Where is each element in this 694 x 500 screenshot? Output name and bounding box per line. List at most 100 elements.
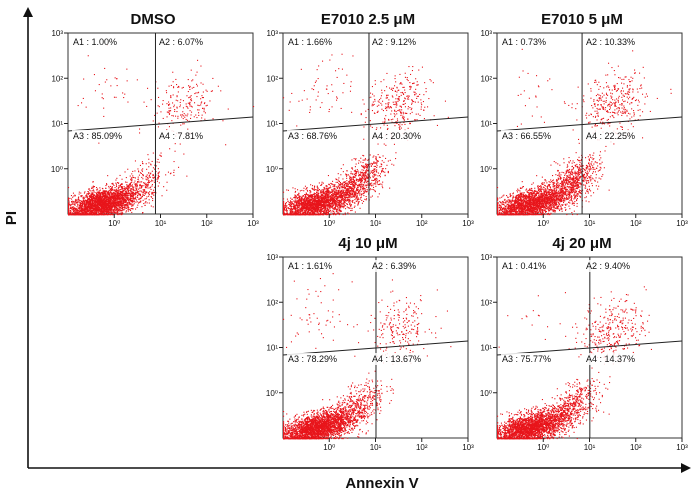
- panel-title: E7010 2.5 μM: [321, 11, 415, 28]
- quadrant-label-bg: [371, 260, 418, 272]
- quadrant-a3-label: A3 : 75.77%: [502, 354, 551, 364]
- panel-4j-10: 4j 10 μM 10⁰ 10⁰ 10¹ 10¹ 10² 10² 10³ 10³ A1 : 1…: [266, 235, 474, 452]
- quadrant-label-bg: [585, 130, 637, 142]
- y-tick-label: 10⁰: [480, 165, 492, 174]
- x-tick-label: 10⁰: [323, 219, 335, 228]
- quadrant-a2-label: A2 : 6.07%: [159, 37, 203, 47]
- y-tick-label: 10³: [51, 29, 63, 38]
- panel-4j-20: 4j 20 μM 10⁰ 10⁰ 10¹ 10¹ 10² 10² 10³ 10³ A1 : 0…: [480, 235, 688, 452]
- quadrant-label-bg: [371, 36, 418, 48]
- quadrant-label-bg: [371, 353, 423, 365]
- quadrant-a3-label: A3 : 66.55%: [502, 131, 551, 141]
- quadrant-a1-label: A1 : 0.41%: [502, 261, 546, 271]
- panel-title: 4j 10 μM: [338, 235, 397, 252]
- event-dots: [68, 44, 255, 216]
- quadrant-a3-label: A3 : 68.76%: [288, 131, 337, 141]
- quadrant-a3-label: A3 : 85.09%: [73, 131, 122, 141]
- panel-title: 4j 20 μM: [552, 235, 611, 252]
- quadrant-a2-label: A2 : 6.39%: [372, 261, 416, 271]
- quadrant-label-bg: [287, 36, 334, 48]
- y-tick-label: 10¹: [480, 120, 492, 129]
- figure-xlabel: Annexin V: [345, 475, 418, 492]
- quadrant-a2-label: A2 : 10.33%: [586, 37, 635, 47]
- quadrant-label-bg: [72, 36, 119, 48]
- y-tick-label: 10⁰: [266, 165, 278, 174]
- quadrant-label-bg: [585, 353, 637, 365]
- panel-title: DMSO: [131, 11, 176, 28]
- x-tick-label: 10²: [630, 219, 642, 228]
- y-tick-label: 10¹: [266, 344, 278, 353]
- quadrant-a4-label: A4 : 20.30%: [372, 131, 421, 141]
- x-tick-label: 10¹: [155, 219, 167, 228]
- quadrant-label-bg: [501, 36, 548, 48]
- x-tick-label: 10¹: [370, 219, 382, 228]
- quadrant-label-bg: [371, 130, 423, 142]
- quadrant-a4-label: A4 : 7.81%: [159, 131, 203, 141]
- y-tick-label: 10⁰: [51, 165, 63, 174]
- y-tick-label: 10³: [266, 29, 278, 38]
- gate-horizontal: [67, 116, 254, 132]
- quadrant-a4-label: A4 : 13.67%: [372, 354, 421, 364]
- y-tick-label: 10³: [480, 253, 492, 262]
- quadrant-a2-label: A2 : 9.12%: [372, 37, 416, 47]
- x-tick-label: 10¹: [584, 443, 596, 452]
- gate-horizontal: [282, 340, 469, 356]
- gate-horizontal: [282, 116, 469, 132]
- event-dots: [283, 53, 449, 216]
- gate-horizontal: [496, 116, 683, 132]
- quadrant-a1-label: A1 : 0.73%: [502, 37, 546, 47]
- event-dots: [497, 286, 652, 440]
- x-tick-label: 10⁰: [323, 443, 335, 452]
- y-tick-label: 10¹: [51, 120, 63, 129]
- x-tick-label: 10²: [630, 443, 642, 452]
- x-tick-label: 10³: [462, 219, 474, 228]
- x-tick-label: 10³: [247, 219, 259, 228]
- quadrant-label-bg: [287, 260, 334, 272]
- event-dots: [497, 48, 672, 216]
- quadrant-a3-label: A3 : 78.29%: [288, 354, 337, 364]
- gate-horizontal: [496, 340, 683, 356]
- x-tick-label: 10¹: [370, 443, 382, 452]
- x-tick-label: 10²: [416, 219, 428, 228]
- quadrant-a1-label: A1 : 1.61%: [288, 261, 332, 271]
- x-tick-label: 10³: [676, 219, 688, 228]
- quadrant-label-bg: [501, 353, 553, 365]
- quadrant-label-bg: [158, 36, 205, 48]
- quadrant-label-bg: [287, 353, 339, 365]
- quadrant-label-bg: [585, 260, 632, 272]
- quadrant-a1-label: A1 : 1.00%: [73, 37, 117, 47]
- quadrant-label-bg: [158, 130, 205, 142]
- y-tick-label: 10³: [480, 29, 492, 38]
- x-tick-label: 10⁰: [108, 219, 120, 228]
- y-tick-label: 10²: [266, 298, 278, 307]
- x-tick-label: 10⁰: [537, 443, 549, 452]
- panel-e7010-2-5: E7010 2.5 μM 10⁰ 10⁰ 10¹ 10¹ 10² 10² 10³ 10³ A1…: [266, 11, 474, 228]
- quadrant-a4-label: A4 : 14.37%: [586, 354, 635, 364]
- quadrant-label-bg: [501, 260, 548, 272]
- y-tick-label: 10⁰: [266, 389, 278, 398]
- y-tick-label: 10¹: [480, 344, 492, 353]
- quadrant-label-bg: [72, 130, 124, 142]
- quadrant-label-bg: [501, 130, 553, 142]
- quadrant-label-bg: [585, 36, 637, 48]
- x-tick-label: 10³: [676, 443, 688, 452]
- quadrant-label-bg: [287, 130, 339, 142]
- y-tick-label: 10²: [266, 74, 278, 83]
- x-tick-label: 10³: [462, 443, 474, 452]
- x-tick-label: 10²: [416, 443, 428, 452]
- y-tick-label: 10³: [266, 253, 278, 262]
- event-dots: [283, 273, 452, 440]
- quadrant-a2-label: A2 : 9.40%: [586, 261, 630, 271]
- figure-ylabel: PI: [3, 211, 20, 225]
- x-tick-label: 10¹: [584, 219, 596, 228]
- panel-e7010-5: E7010 5 μM 10⁰ 10⁰ 10¹ 10¹ 10² 10² 10³ 10³ A1 :…: [480, 11, 688, 228]
- y-tick-label: 10¹: [266, 120, 278, 129]
- y-tick-label: 10²: [480, 74, 492, 83]
- x-tick-label: 10²: [201, 219, 213, 228]
- x-tick-label: 10⁰: [537, 219, 549, 228]
- quadrant-a4-label: A4 : 22.25%: [586, 131, 635, 141]
- quadrant-a1-label: A1 : 1.66%: [288, 37, 332, 47]
- y-tick-label: 10²: [51, 74, 63, 83]
- panel-dmso: DMSO 10⁰ 10⁰ 10¹ 10¹ 10² 10² 10³ 10³ A1 : 1.00%…: [51, 11, 259, 228]
